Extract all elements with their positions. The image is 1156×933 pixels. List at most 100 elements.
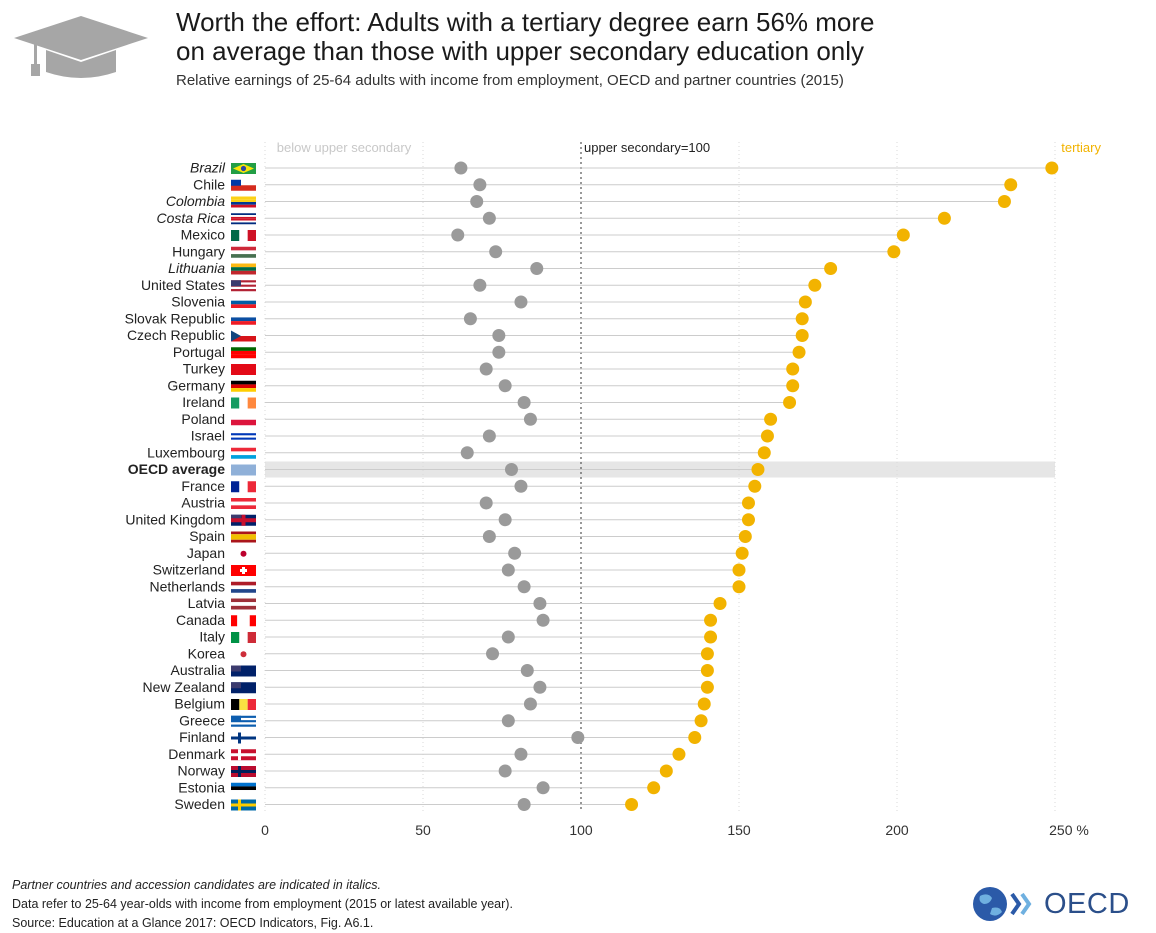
dot-tertiary xyxy=(704,613,718,627)
dot-tertiary xyxy=(997,195,1011,208)
country-label: Slovenia xyxy=(171,294,225,310)
country-label: Israel xyxy=(191,428,225,444)
dot-tertiary xyxy=(697,697,711,711)
dot-tertiary xyxy=(741,513,755,527)
dot-below-upper-secondary xyxy=(536,781,550,795)
dot-tertiary xyxy=(937,211,951,225)
chart-subtitle: Relative earnings of 25-64 adults with i… xyxy=(176,72,844,89)
dot-below-upper-secondary xyxy=(479,362,493,376)
usa-flag-icon xyxy=(231,280,256,292)
dot-below-upper-secondary xyxy=(454,161,468,175)
slovenia-flag-icon xyxy=(231,297,256,308)
dot-below-upper-secondary xyxy=(463,312,477,326)
x-tick-label: 100 xyxy=(569,822,593,838)
dot-below-upper-secondary xyxy=(517,798,531,811)
slovakia-flag-icon xyxy=(231,313,256,325)
turkey-flag-icon xyxy=(231,364,256,375)
dot-tertiary xyxy=(647,781,661,795)
x-tick-label: 200 xyxy=(885,822,909,838)
dot-below-upper-secondary xyxy=(571,731,585,744)
country-label: United States xyxy=(141,277,225,293)
oecd-flag-icon xyxy=(231,464,256,476)
dot-tertiary xyxy=(735,546,749,560)
dot-tertiary xyxy=(741,496,755,510)
country-label: Colombia xyxy=(166,193,225,209)
dot-tertiary xyxy=(738,530,752,543)
country-label: Latvia xyxy=(188,595,226,611)
country-label: Lithuania xyxy=(168,260,225,276)
brazil-flag-icon xyxy=(231,163,256,174)
x-tick-label: 50 xyxy=(415,822,431,838)
dot-tertiary xyxy=(704,630,718,644)
chart-title: Worth the effort: Adults with a tertiary… xyxy=(176,8,1136,66)
czech-flag-icon xyxy=(231,330,256,342)
dot-below-upper-secondary xyxy=(460,446,474,460)
x-tick-label: 0 xyxy=(261,822,269,838)
country-label: Denmark xyxy=(168,746,226,762)
poland-flag-icon xyxy=(231,414,256,426)
country-label: Greece xyxy=(179,712,225,728)
oecd-logo-text: OECD xyxy=(1044,887,1130,920)
dot-below-upper-secondary xyxy=(470,195,484,208)
country-label: Poland xyxy=(181,411,225,427)
country-label: Belgium xyxy=(174,696,225,712)
australia-flag-icon xyxy=(231,665,256,677)
denmark-flag-icon xyxy=(231,749,256,761)
finland-flag-icon xyxy=(231,732,256,744)
dot-below-upper-secondary xyxy=(486,647,500,661)
dot-tertiary xyxy=(700,680,714,694)
dot-tertiary xyxy=(824,262,838,275)
austria-flag-icon xyxy=(231,498,256,509)
dot-below-upper-secondary xyxy=(492,329,506,342)
dot-tertiary xyxy=(764,412,778,426)
dot-below-upper-secondary xyxy=(504,463,518,476)
hungary-flag-icon xyxy=(231,246,256,258)
dot-below-upper-secondary xyxy=(482,530,496,543)
dot-below-upper-secondary xyxy=(498,379,512,393)
dot-below-upper-secondary xyxy=(517,396,531,409)
japan-flag-icon xyxy=(231,548,256,560)
latvia-flag-icon xyxy=(231,598,256,610)
country-label: Australia xyxy=(171,662,226,678)
norway-flag-icon xyxy=(231,766,256,777)
legend-upper-secondary-reference: upper secondary=100 xyxy=(584,140,710,155)
country-label: Netherlands xyxy=(150,578,226,594)
dot-tertiary xyxy=(700,647,714,661)
country-label: Korea xyxy=(188,645,226,661)
dot-below-upper-secondary xyxy=(492,345,506,359)
country-label: OECD average xyxy=(128,461,225,477)
dot-below-upper-secondary xyxy=(514,747,528,761)
dot-tertiary xyxy=(798,295,812,309)
dot-below-upper-secondary xyxy=(479,496,493,510)
country-label: New Zealand xyxy=(143,679,226,695)
dot-tertiary xyxy=(1045,161,1059,175)
country-label: Austria xyxy=(181,495,225,511)
luxembourg-flag-icon xyxy=(231,447,256,459)
dot-below-upper-secondary xyxy=(520,664,534,677)
dot-below-upper-secondary xyxy=(508,546,522,560)
country-label: France xyxy=(181,478,225,494)
country-label: Switzerland xyxy=(153,562,225,578)
dot-tertiary xyxy=(757,446,771,460)
x-tick-label: 250 % xyxy=(1049,822,1089,838)
dot-tertiary xyxy=(688,731,702,744)
uk-flag-icon xyxy=(231,514,256,526)
country-label: Spain xyxy=(189,528,225,544)
dot-below-upper-secondary xyxy=(533,680,547,694)
country-label: Mexico xyxy=(181,227,226,243)
country-label: Sweden xyxy=(174,796,225,812)
dot-tertiary xyxy=(1004,178,1018,192)
country-label: Portugal xyxy=(173,344,225,360)
chile-flag-icon xyxy=(231,179,256,191)
dot-below-upper-secondary xyxy=(523,412,537,426)
dot-tertiary xyxy=(795,312,809,326)
oecd-logo: OECD xyxy=(970,884,1130,924)
dot-tertiary xyxy=(783,396,797,409)
france-flag-icon xyxy=(231,481,256,493)
dot-below-upper-secondary xyxy=(536,613,550,627)
country-label: Norway xyxy=(178,763,225,779)
dot-below-upper-secondary xyxy=(533,597,547,610)
greece-flag-icon xyxy=(231,715,256,727)
dot-below-upper-secondary xyxy=(530,262,544,275)
dot-tertiary xyxy=(732,580,746,594)
